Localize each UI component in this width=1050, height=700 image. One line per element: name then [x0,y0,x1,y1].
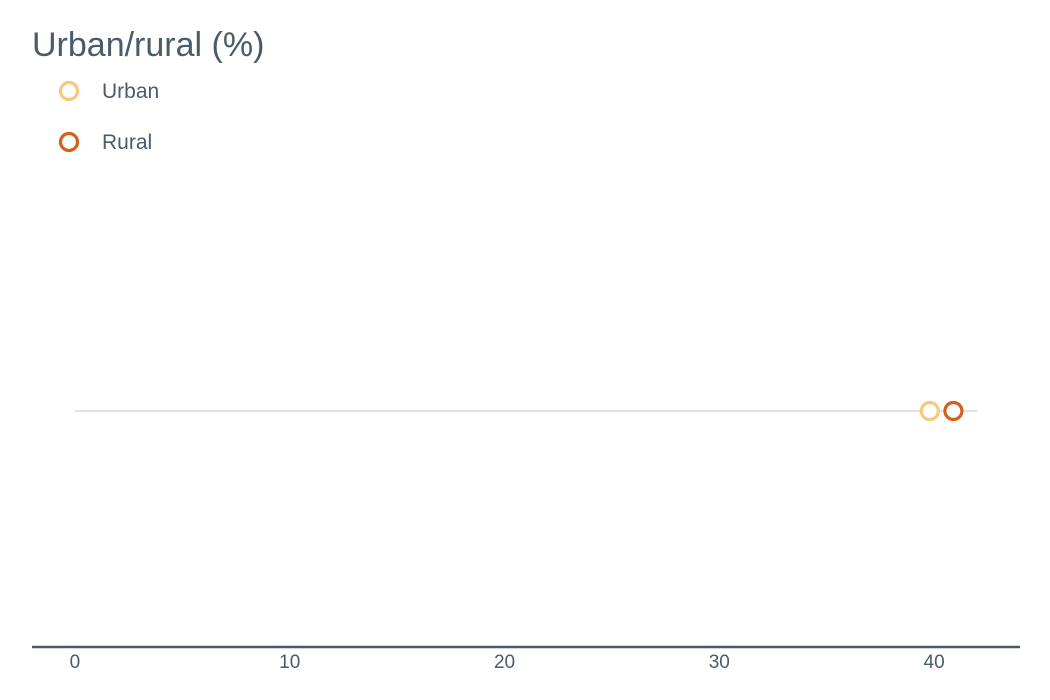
legend-marker-rural [58,131,80,153]
x-tick-label: 10 [279,652,300,673]
legend-label-rural: Rural [102,131,152,154]
legend-marker-urban [58,80,80,102]
x-tick-label: 30 [709,652,730,673]
x-tick-label: 20 [494,652,515,673]
legend-item-urban: Urban [58,80,159,103]
data-points [919,400,964,422]
legend-label-urban: Urban [102,80,159,103]
plot-area [74,400,978,422]
legend: Urban Rural [58,80,159,154]
x-tick-labels: 0 10 20 30 40 [70,652,945,673]
x-axis: 0 10 20 30 40 [32,645,1020,673]
legend-item-rural: Rural [58,131,152,154]
x-tick-label: 0 [70,652,81,673]
chart-title: Urban/rural (%) [32,26,264,64]
data-point-rural [943,400,964,422]
x-tick-label: 40 [924,652,945,673]
data-point-urban [919,400,940,422]
